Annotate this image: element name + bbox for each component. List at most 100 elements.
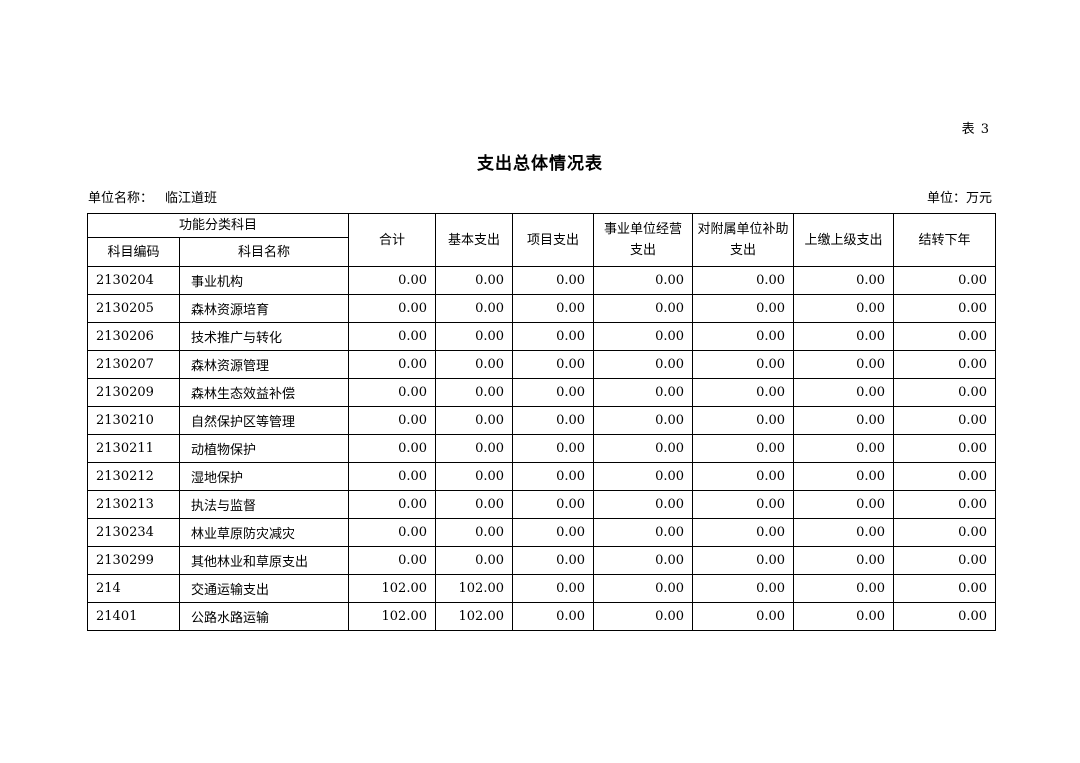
- table-header: 功能分类科目 合计 基本支出 项目支出 事业单位经营支出 对附属单位补助支出 上…: [86, 212, 997, 268]
- value-cell: 0.00: [793, 546, 895, 576]
- value-cell: 0.00: [593, 490, 694, 520]
- value-cell: 0.00: [435, 406, 514, 436]
- value-cell: 0.00: [512, 462, 595, 492]
- subject-name-cell: 公路水路运输: [178, 602, 350, 632]
- subject-name-cell: 交通运输支出: [178, 574, 350, 604]
- subject-code-cell: 2130206: [87, 322, 180, 352]
- value-cell: 0.00: [348, 462, 437, 492]
- subject-code-cell: 2130207: [87, 350, 180, 380]
- value-cell: 0.00: [593, 378, 694, 408]
- unit-name: 单位名称： 临江道班: [88, 187, 217, 206]
- value-cell: 102.00: [435, 602, 514, 632]
- value-cell: 0.00: [435, 350, 514, 380]
- header-project-expenditure: 项目支出: [512, 212, 595, 268]
- value-cell: 0.00: [512, 294, 595, 324]
- table-row: 21401 公路水路运输 102.00 102.00 0.00 0.00 0.00 0.00 0…: [87, 602, 997, 632]
- expenditure-table: 功能分类科目 合计 基本支出 项目支出 事业单位经营支出 对附属单位补助支出 上…: [86, 212, 997, 632]
- value-cell: 0.00: [793, 378, 895, 408]
- value-cell: 0.00: [692, 378, 795, 408]
- value-cell: 0.00: [593, 434, 694, 464]
- subject-name-cell: 森林资源管理: [178, 350, 350, 380]
- value-cell: 0.00: [893, 462, 997, 492]
- subject-code-cell: 2130299: [87, 546, 180, 576]
- value-cell: 102.00: [348, 602, 437, 632]
- subject-code-cell: 2130210: [87, 406, 180, 436]
- subject-code-cell: 21401: [87, 602, 180, 632]
- table-body: 2130204 事业机构 0.00 0.00 0.00 0.00 0.00 0.00 0.00 2…: [87, 266, 997, 632]
- value-cell: 0.00: [893, 574, 997, 604]
- value-cell: 0.00: [512, 602, 595, 632]
- value-cell: 0.00: [793, 350, 895, 380]
- header-subject-name: 科目名称: [178, 237, 350, 268]
- value-cell: 0.00: [348, 434, 437, 464]
- value-cell: 0.00: [793, 322, 895, 352]
- value-cell: 0.00: [348, 266, 437, 296]
- value-cell: 0.00: [893, 546, 997, 576]
- value-cell: 0.00: [512, 490, 595, 520]
- value-cell: 102.00: [435, 574, 514, 604]
- header-carryover-next-year: 结转下年: [893, 212, 997, 268]
- subject-name-cell: 自然保护区等管理: [178, 406, 350, 436]
- table-row: 2130213 执法与监督 0.00 0.00 0.00 0.00 0.00 0.00 0.00: [87, 490, 997, 520]
- header-subsidy-to-affiliates: 对附属单位补助支出: [692, 212, 795, 268]
- value-cell: 0.00: [893, 350, 997, 380]
- unit-of-measure: 单位：万元: [926, 191, 992, 206]
- table-number-label: 表 3: [961, 122, 990, 137]
- value-cell: 0.00: [692, 434, 795, 464]
- value-cell: 0.00: [692, 518, 795, 548]
- value-cell: 0.00: [692, 266, 795, 296]
- subject-code-cell: 214: [87, 574, 180, 604]
- value-cell: 0.00: [593, 518, 694, 548]
- header-operating-expenditure: 事业单位经营支出: [593, 212, 694, 268]
- subject-name-cell: 林业草原防灾减灾: [178, 518, 350, 548]
- table-row: 2130206 技术推广与转化 0.00 0.00 0.00 0.00 0.00 0.00 0.…: [87, 322, 997, 352]
- table-row: 2130211 动植物保护 0.00 0.00 0.00 0.00 0.00 0.00 0.00: [87, 434, 997, 464]
- value-cell: 0.00: [435, 378, 514, 408]
- value-cell: 0.00: [793, 518, 895, 548]
- value-cell: 0.00: [512, 574, 595, 604]
- header-basic-expenditure: 基本支出: [435, 212, 514, 268]
- value-cell: 102.00: [348, 574, 437, 604]
- subject-name-cell: 其他林业和草原支出: [178, 546, 350, 576]
- value-cell: 0.00: [893, 490, 997, 520]
- value-cell: 0.00: [348, 350, 437, 380]
- value-cell: 0.00: [793, 294, 895, 324]
- value-cell: 0.00: [435, 546, 514, 576]
- table-row: 2130205 森林资源培育 0.00 0.00 0.00 0.00 0.00 0.00 0.0…: [87, 294, 997, 324]
- value-cell: 0.00: [893, 322, 997, 352]
- value-cell: 0.00: [593, 294, 694, 324]
- value-cell: 0.00: [512, 434, 595, 464]
- value-cell: 0.00: [593, 602, 694, 632]
- subject-code-cell: 2130213: [87, 490, 180, 520]
- value-cell: 0.00: [793, 266, 895, 296]
- subject-name-cell: 事业机构: [178, 266, 350, 296]
- value-cell: 0.00: [692, 322, 795, 352]
- value-cell: 0.00: [512, 350, 595, 380]
- value-cell: 0.00: [435, 518, 514, 548]
- value-cell: 0.00: [593, 574, 694, 604]
- value-cell: 0.00: [793, 574, 895, 604]
- value-cell: 0.00: [512, 406, 595, 436]
- table-row: 2130210 自然保护区等管理 0.00 0.00 0.00 0.00 0.00 0.00 0…: [87, 406, 997, 436]
- subject-code-cell: 2130234: [87, 518, 180, 548]
- subject-name-cell: 技术推广与转化: [178, 322, 350, 352]
- value-cell: 0.00: [893, 266, 997, 296]
- value-cell: 0.00: [893, 378, 997, 408]
- value-cell: 0.00: [348, 518, 437, 548]
- value-cell: 0.00: [893, 518, 997, 548]
- value-cell: 0.00: [435, 266, 514, 296]
- value-cell: 0.00: [793, 434, 895, 464]
- table-row: 2130299 其他林业和草原支出 0.00 0.00 0.00 0.00 0.00 0.00…: [87, 546, 997, 576]
- value-cell: 0.00: [593, 266, 694, 296]
- value-cell: 0.00: [793, 602, 895, 632]
- subject-name-cell: 湿地保护: [178, 462, 350, 492]
- value-cell: 0.00: [692, 406, 795, 436]
- table-meta-row: 单位名称： 临江道班 单位：万元: [88, 187, 992, 206]
- unit-name-value: 临江道班: [165, 191, 218, 206]
- header-total: 合计: [348, 212, 437, 268]
- table-row: 2130209 森林生态效益补偿 0.00 0.00 0.00 0.00 0.00 0.00 0…: [87, 378, 997, 408]
- value-cell: 0.00: [512, 546, 595, 576]
- value-cell: 0.00: [512, 518, 595, 548]
- table-row: 2130234 林业草原防灾减灾 0.00 0.00 0.00 0.00 0.00 0.00 0…: [87, 518, 997, 548]
